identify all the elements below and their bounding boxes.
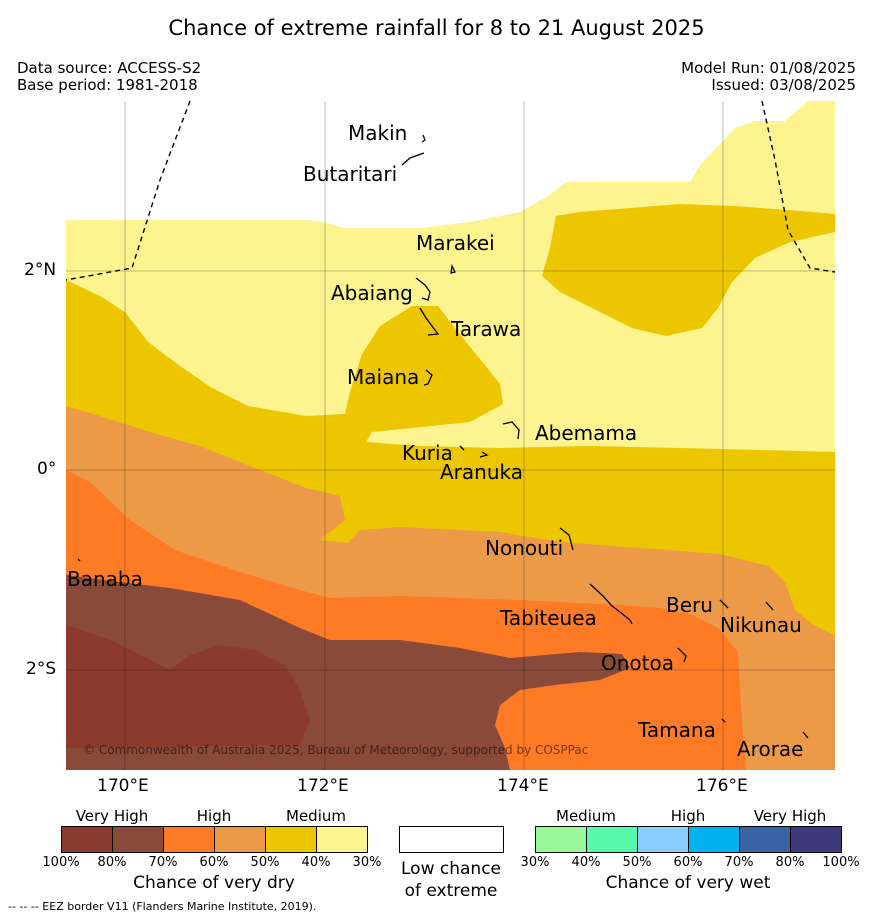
wet-tick-5: 80% — [775, 855, 805, 870]
model-run: Model Run: 01/08/2025 — [681, 59, 856, 77]
lon-label-172: 172°E — [297, 776, 349, 796]
label-nonouti: Nonouti — [485, 536, 563, 560]
dry-heading-very-high: Very High — [75, 807, 149, 825]
wet-heading-high: High — [670, 807, 706, 825]
dry-swatch-2 — [163, 826, 215, 853]
graticule — [66, 101, 835, 770]
label-kuria: Kuria — [402, 441, 453, 465]
label-butaritari: Butaritari — [303, 162, 397, 186]
dry-tick-6: 30% — [352, 855, 382, 870]
lon-label-174: 174°E — [497, 776, 549, 796]
zone-dry-80-100 — [66, 625, 310, 748]
rainfall-map: Makin Butaritari Marakei Abaiang Tarawa … — [66, 101, 835, 770]
wet-tick-4: 70% — [724, 855, 754, 870]
dry-tick-2: 70% — [148, 855, 178, 870]
low-caption-line1: Low chance — [401, 859, 501, 879]
lat-label-2n: 2°N — [24, 260, 57, 280]
source-info: Data source: ACCESS-S2 Base period: 1981… — [17, 60, 201, 94]
lat-label-0: 0° — [37, 459, 57, 479]
wet-swatch-2 — [637, 826, 689, 853]
lon-label-170: 170°E — [97, 776, 149, 796]
label-arorae: Arorae — [737, 737, 803, 761]
label-abemama: Abemama — [535, 421, 637, 445]
wet-tick-1: 40% — [571, 855, 601, 870]
dry-swatch-4 — [265, 826, 317, 853]
base-period: Base period: 1981-2018 — [17, 76, 198, 94]
map-title: Chance of extreme rainfall for 8 to 21 A… — [168, 16, 705, 40]
dry-swatch-0 — [61, 826, 113, 853]
wet-caption: Chance of very wet — [605, 873, 771, 893]
data-source: Data source: ACCESS-S2 — [17, 59, 202, 77]
label-marakei: Marakei — [416, 231, 495, 255]
wet-tick-0: 30% — [520, 855, 550, 870]
low-chance-caption: Low chance of extreme — [385, 858, 517, 902]
dry-caption: Chance of very dry — [133, 873, 295, 893]
dry-heading-high: High — [196, 807, 232, 825]
dry-tick-4: 50% — [250, 855, 280, 870]
wet-swatch-3 — [688, 826, 740, 853]
label-tarawa: Tarawa — [450, 317, 521, 341]
dry-swatch-3 — [214, 826, 266, 853]
label-tabiteuea: Tabiteuea — [499, 606, 597, 630]
run-info: Model Run: 01/08/2025 Issued: 03/08/2025 — [681, 60, 856, 94]
issued-date: Issued: 03/08/2025 — [711, 76, 856, 94]
label-aranuka: Aranuka — [440, 460, 523, 484]
wet-swatch-0 — [535, 826, 587, 853]
wet-tick-3: 60% — [673, 855, 703, 870]
copyright-notice: © Commonwealth of Australia 2025, Bureau… — [83, 743, 588, 757]
wet-colorbar — [535, 826, 842, 853]
dry-tick-5: 40% — [301, 855, 331, 870]
label-onotoa: Onotoa — [601, 651, 674, 675]
label-beru: Beru — [666, 593, 713, 617]
wet-swatch-5 — [790, 826, 842, 853]
wet-tick-2: 50% — [622, 855, 652, 870]
label-maiana: Maiana — [347, 365, 419, 389]
wet-heading-medium: Medium — [556, 807, 616, 825]
label-tamana: Tamana — [637, 718, 716, 742]
wet-swatch-1 — [586, 826, 638, 853]
island-outlines — [77, 134, 809, 739]
zone-dry-40-50-north — [542, 204, 835, 336]
low-chance-swatch — [399, 826, 504, 853]
dry-heading-medium: Medium — [286, 807, 346, 825]
eez-border — [66, 101, 835, 281]
low-caption-line2: of extreme — [404, 881, 498, 901]
label-abaiang: Abaiang — [331, 281, 413, 305]
dry-tick-0: 100% — [42, 855, 80, 870]
wet-heading-very-high: Very High — [753, 807, 827, 825]
dry-colorbar — [61, 826, 368, 853]
label-banaba: Banaba — [67, 567, 143, 591]
dry-swatch-5 — [316, 826, 368, 853]
dry-tick-3: 60% — [199, 855, 229, 870]
label-makin: Makin — [348, 121, 407, 145]
wet-swatch-4 — [739, 826, 791, 853]
lon-label-176: 176°E — [696, 776, 748, 796]
eez-footnote: -- -- -- EEZ border V11 (Flanders Marine… — [8, 900, 317, 913]
label-nikunau: Nikunau — [720, 613, 802, 637]
wet-tick-6: 100% — [822, 855, 860, 870]
legend-colorbars — [61, 826, 842, 853]
dry-swatch-1 — [112, 826, 164, 853]
lat-label-2s: 2°S — [26, 659, 57, 679]
dry-tick-1: 80% — [97, 855, 127, 870]
